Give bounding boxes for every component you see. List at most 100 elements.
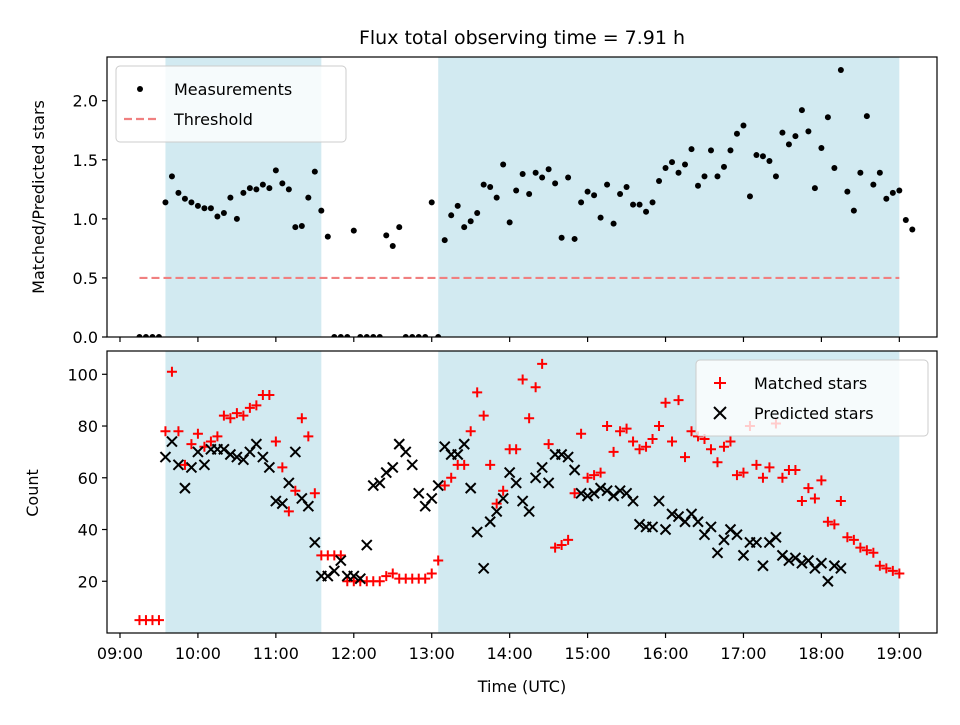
measurement-point [746, 193, 753, 200]
matched-star-point [660, 397, 671, 408]
matched-star-point [634, 444, 645, 455]
matched-star-point [803, 483, 814, 494]
measurement-point [649, 199, 656, 206]
predicted-star-point [185, 461, 198, 474]
predicted-star-point [828, 560, 841, 572]
matched-star-point [153, 615, 164, 626]
predicted-star-point [172, 459, 185, 471]
matched-star-point [238, 410, 249, 421]
matched-star-point [205, 436, 216, 447]
chart-title: Flux total observing time = 7.91 h [359, 27, 685, 49]
predicted-star-point [770, 531, 782, 543]
measurement-point [233, 215, 240, 222]
top-plot-area [136, 66, 916, 337]
measurement-point [389, 243, 396, 250]
matched-star-point [478, 410, 489, 421]
measurement-point [253, 186, 260, 193]
predicted-star-point [432, 479, 444, 492]
measurement-point [824, 114, 831, 121]
bottom-x-tick-label: 15:00 [565, 644, 611, 663]
measurement-point [259, 181, 266, 188]
measurement-point [909, 226, 916, 233]
predicted-star-point [796, 557, 808, 569]
matched-star-point [420, 573, 431, 584]
measurement-point [227, 194, 234, 201]
measurement-point [500, 161, 507, 168]
measurement-point [662, 165, 669, 172]
measurement-point [461, 224, 468, 231]
legend-label: Predicted stars [754, 404, 874, 423]
measurement-point [896, 187, 903, 194]
matched-star-point [822, 516, 833, 527]
matched-star-point [446, 472, 457, 483]
bottom-x-tick-label: 16:00 [642, 644, 688, 663]
measurement-point [526, 191, 533, 198]
measurement-point [370, 334, 377, 337]
measurement-point [818, 144, 825, 151]
measurement-point [474, 209, 481, 216]
matched-star-point [628, 436, 639, 447]
predicted-star-point [575, 487, 587, 500]
bottom-x-tick-label: 18:00 [798, 644, 844, 663]
predicted-star-point [737, 549, 750, 562]
top-y-tick-label: 0.0 [73, 328, 98, 347]
predicted-star-point [614, 484, 626, 497]
predicted-star-point [692, 516, 704, 528]
predicted-star-point [822, 575, 834, 587]
predicted-star-point [783, 554, 795, 567]
measurement-point [305, 194, 312, 201]
measurement-point [740, 122, 747, 129]
x-axis-label: Time (UTC) [477, 677, 566, 696]
matched-star-point [166, 366, 177, 377]
predicted-star-point [731, 528, 743, 541]
predicted-star-point [250, 438, 263, 450]
bottom-x-tick-label: 13:00 [409, 644, 455, 663]
predicted-star-point [835, 562, 847, 575]
matched-star-point [848, 534, 859, 545]
predicted-star-point [477, 562, 490, 575]
predicted-star-point [270, 495, 282, 507]
predicted-star-point [666, 508, 678, 520]
matched-star-point [491, 498, 502, 509]
matched-star-point [290, 485, 301, 496]
matched-star-point [602, 421, 613, 432]
measurement-point [363, 334, 370, 337]
measurement-point [344, 334, 351, 337]
predicted-star-point [484, 516, 496, 528]
measurement-point [441, 237, 448, 244]
matched-star-point [569, 488, 580, 499]
measurement-point [714, 173, 721, 180]
predicted-star-point [711, 547, 724, 559]
bottom-x-tick-label: 17:00 [720, 644, 766, 663]
measurement-point [240, 189, 247, 196]
predicted-star-point [166, 435, 178, 448]
predicted-star-point [633, 518, 646, 531]
measurement-point [837, 66, 844, 73]
measurement-point [149, 334, 156, 337]
measurement-point [383, 232, 390, 239]
top-series-0 [136, 66, 916, 337]
predicted-star-point [302, 500, 315, 512]
matched-star-point [550, 542, 561, 553]
predicted-star-point [367, 479, 379, 492]
measurement-point [545, 166, 552, 173]
measurement-point [779, 129, 786, 136]
measurement-point [630, 201, 637, 208]
matched-star-point [251, 400, 262, 411]
measurement-point [643, 208, 650, 215]
measurement-point [454, 202, 461, 209]
top-y-tick-label: 1.0 [73, 210, 98, 229]
matched-star-point [576, 428, 587, 439]
matched-star-point [374, 576, 385, 587]
matched-star-point [673, 395, 684, 406]
predicted-star-point [348, 570, 360, 582]
measurement-point [766, 157, 773, 164]
predicted-star-point [523, 505, 535, 518]
matched-star-point [764, 462, 775, 473]
predicted-star-point [568, 464, 581, 476]
measurement-point [604, 181, 611, 188]
measurement-point [759, 153, 766, 160]
predicted-star-point [555, 448, 568, 461]
